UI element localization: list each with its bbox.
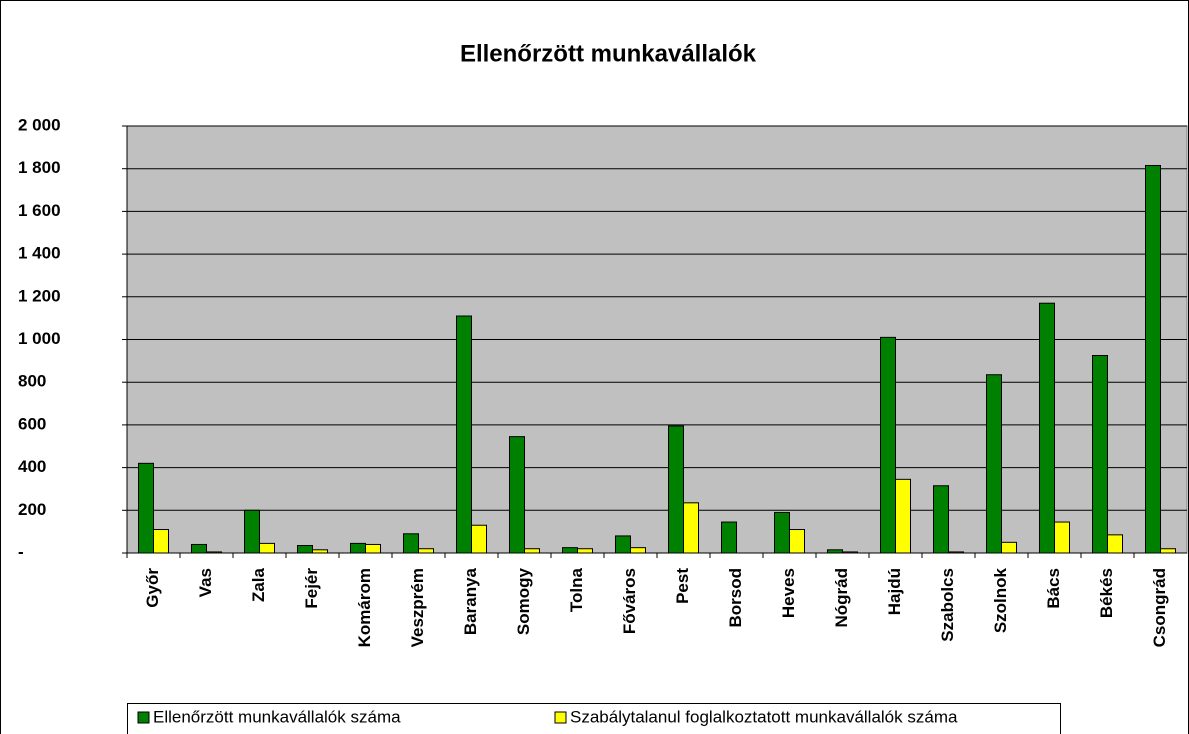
y-tick-label: 1 000 [18, 329, 61, 348]
x-tick-label: Vas [196, 568, 215, 597]
x-tick-label: Fejér [302, 568, 321, 609]
bar [1054, 521, 1070, 554]
x-tick-label: Tolna [567, 567, 586, 612]
x-tick-label: Veszprém [408, 568, 427, 647]
bar [895, 478, 911, 554]
bar [244, 509, 260, 554]
x-tick-label: Békés [1097, 568, 1116, 618]
x-tick-label: Heves [779, 568, 798, 618]
y-tick-label: 2 000 [18, 115, 61, 134]
y-tick-label: 800 [18, 372, 46, 391]
y-tick-label: 600 [18, 414, 46, 433]
bar [721, 521, 737, 554]
y-tick-label: 1 800 [18, 158, 61, 177]
x-tick-label: Bács [1044, 568, 1063, 609]
bar [456, 315, 472, 554]
legend-swatch [554, 711, 567, 724]
bar [365, 543, 381, 554]
bar [418, 548, 434, 554]
bar [1001, 541, 1017, 554]
bar [1107, 534, 1123, 554]
bar [683, 502, 699, 554]
bar [1039, 302, 1055, 554]
bar [615, 535, 631, 554]
bar [630, 547, 646, 554]
y-tick-label: 1 400 [18, 244, 61, 263]
bar [471, 524, 487, 554]
bar [562, 547, 578, 554]
bar [668, 425, 684, 554]
bar [191, 543, 207, 554]
bar [524, 548, 540, 554]
chart-title: Ellenőrzött munkavállalók [460, 40, 757, 67]
x-tick-label: Győr [143, 568, 162, 608]
legend-swatch [137, 711, 150, 724]
y-tick-label: 1 200 [18, 286, 61, 305]
x-tick-label: Hajdú [885, 568, 904, 615]
bar [509, 436, 525, 554]
bar [774, 511, 790, 554]
y-tick-label: - [18, 542, 24, 561]
x-tick-label: Nógrád [832, 568, 851, 628]
legend-label: Szabálytalanul foglalkoztatott munkaváll… [570, 707, 958, 726]
x-tick-label: Zala [249, 567, 268, 602]
bar [297, 545, 313, 554]
bar [350, 542, 366, 554]
bar [138, 462, 154, 554]
bar [789, 529, 805, 554]
bar [1160, 548, 1176, 554]
y-tick-label: 400 [18, 457, 46, 476]
x-tick-label: Pest [673, 568, 692, 604]
x-tick-label: Szabolcs [938, 568, 957, 642]
bar [403, 533, 419, 554]
bar [1145, 164, 1161, 554]
bar [933, 485, 949, 554]
bar [1092, 355, 1108, 554]
x-tick-label: Baranya [461, 567, 480, 635]
y-tick-label: 200 [18, 500, 46, 519]
bar [880, 336, 896, 554]
bar [986, 374, 1002, 554]
x-tick-label: Somogy [514, 567, 533, 635]
x-tick-label: Csongrád [1150, 568, 1169, 647]
bar [577, 548, 593, 554]
x-tick-label: Főváros [620, 568, 639, 634]
x-tick-label: Szolnok [991, 567, 1010, 633]
y-tick-label: 1 600 [18, 201, 61, 220]
legend-box [127, 703, 1061, 734]
bar [259, 542, 275, 554]
x-tick-label: Borsod [726, 568, 745, 628]
bar [153, 529, 169, 554]
legend-label: Ellenőrzött munkavállalók száma [153, 707, 401, 726]
x-tick-label: Komárom [355, 568, 374, 647]
